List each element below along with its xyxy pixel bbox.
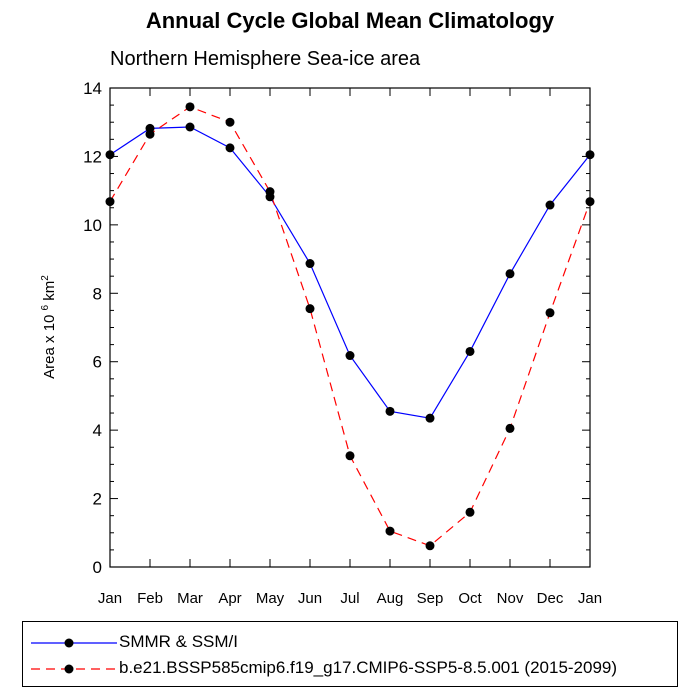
y-tick-label: 4 (93, 421, 102, 440)
y-tick-label: 2 (93, 490, 102, 509)
legend-item-model: b.e21.BSSP585cmip6.f19_g17.CMIP6-SSP5-8.… (23, 656, 677, 680)
series-line-1 (109, 106, 591, 547)
series-1-point (225, 117, 235, 127)
x-tick-label: Oct (458, 590, 482, 607)
y-tick-label: 14 (83, 79, 102, 98)
series-1-point (105, 197, 115, 207)
chart-plot: 0 2 4 6 8 10 12 14 Jan Feb Mar Apr May Jun Jul Aug Sep Oc… (40, 79, 602, 607)
series-0-point (425, 413, 435, 423)
x-tick-label: Feb (137, 590, 163, 607)
x-tick-label: Jun (298, 590, 322, 607)
x-tick-label: Sep (417, 590, 444, 607)
y-tick-label: 12 (83, 147, 102, 166)
y-axis-label: Area x 10 6 km2 (40, 275, 58, 379)
series-0-point (185, 122, 195, 132)
chart-title: Annual Cycle Global Mean Climatology (145, 8, 555, 33)
y-tick-label: 6 (93, 353, 102, 372)
series-0-point (505, 269, 515, 279)
legend-item-smmr: SMMR & SSM/I (23, 630, 677, 654)
series-1-point (265, 187, 275, 197)
series-1-point (465, 507, 475, 517)
plot-frame (109, 87, 591, 568)
x-tick-label: Jan (98, 590, 122, 607)
chart-subtitle: Northern Hemisphere Sea-ice area (110, 48, 421, 70)
series-0-point (545, 200, 555, 210)
y-tick-label: 8 (93, 284, 102, 303)
series-0-point (225, 143, 235, 153)
series-0-point (385, 406, 395, 416)
series-0-point (105, 150, 115, 160)
series-1-point (345, 451, 355, 461)
series-1-point (185, 102, 195, 112)
series-line-0 (109, 126, 591, 419)
legend-label-smmr: SMMR & SSM/I (119, 632, 239, 651)
series-0-point (305, 259, 315, 269)
series-0-point (585, 150, 595, 160)
y-tick-label: 0 (93, 558, 102, 577)
legend: SMMR & SSM/I b.e21.BSSP585cmip6.f19_g17.… (22, 621, 678, 687)
series-1-point (305, 304, 315, 314)
x-tick-label: Jul (340, 590, 359, 607)
legend-label-model: b.e21.BSSP585cmip6.f19_g17.CMIP6-SSP5-8.… (119, 658, 618, 677)
x-tick-label: Nov (497, 590, 524, 607)
series-1-point (145, 129, 155, 139)
series-1-point (505, 423, 515, 433)
x-tick-label: Mar (177, 590, 203, 607)
x-tick-label: Apr (218, 590, 241, 607)
series-1-point (585, 197, 595, 207)
y-tick-label: 10 (83, 216, 102, 235)
x-tick-label: May (256, 590, 285, 607)
series-1-point (425, 541, 435, 551)
series-0-point (465, 346, 475, 356)
legend-line-model (31, 664, 117, 674)
series-1-point (545, 308, 555, 318)
x-tick-label: Dec (537, 590, 564, 607)
x-tick-label: Jan (578, 590, 602, 607)
x-tick-label: Aug (377, 590, 404, 607)
series-1-point (385, 526, 395, 536)
series-0-point (345, 351, 355, 361)
legend-line-smmr (31, 638, 117, 648)
